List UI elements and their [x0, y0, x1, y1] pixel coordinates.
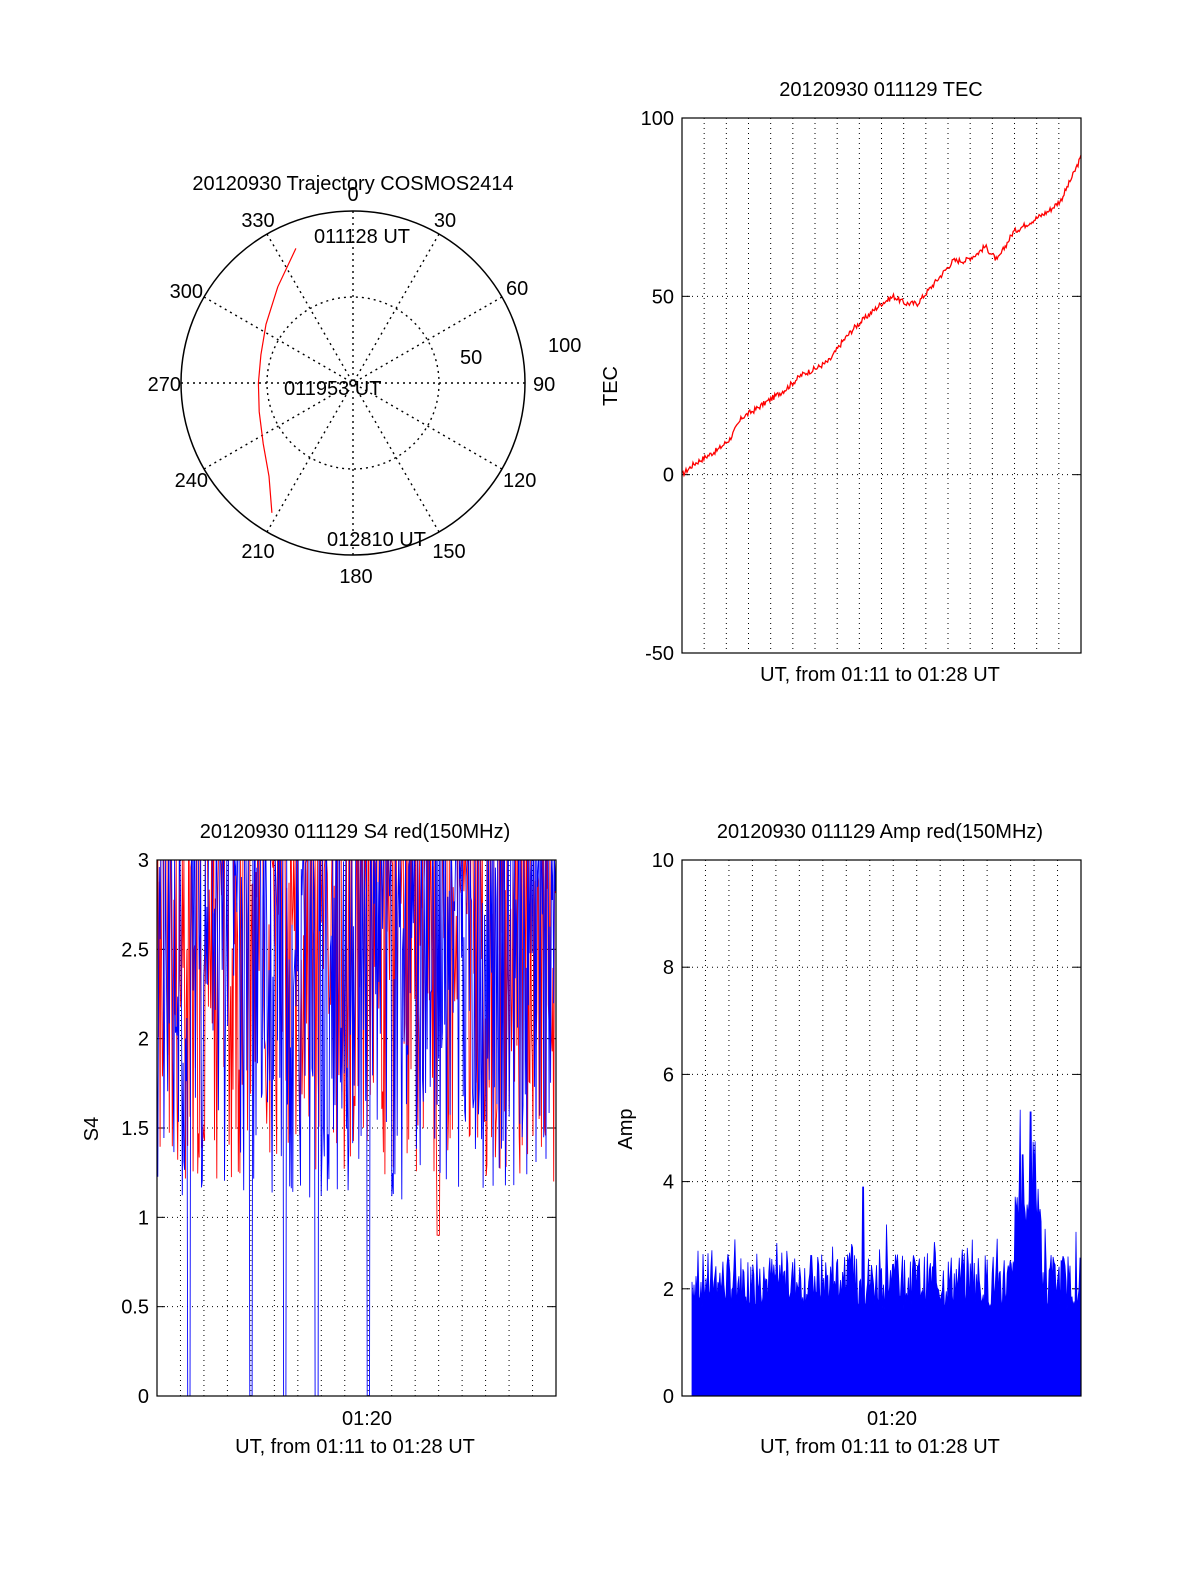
s4-xlabel: UT, from 01:11 to 01:28 UT	[235, 1436, 475, 1458]
trajectory-mid-label: 011953 UT	[284, 378, 381, 400]
polar-title: 20120930 Trajectory COSMOS2414	[192, 173, 513, 195]
polar-azimuth-label-150: 150	[432, 541, 465, 563]
s4-ytick-label: 1	[138, 1207, 149, 1229]
tec-y-tick-labels: -50 0 50 100	[641, 108, 674, 665]
amp-ytick-label: 2	[663, 1279, 674, 1301]
polar-azimuth-label-240: 240	[175, 470, 208, 492]
polar-grid	[180, 210, 526, 556]
amp-ytick-label: 4	[663, 1172, 674, 1194]
tec-ylabel: TEC	[600, 366, 622, 406]
tec-title: 20120930 011129 TEC	[779, 79, 983, 101]
amp-series-area	[691, 1109, 1082, 1397]
tec-ytick-label: 100	[641, 108, 674, 130]
amp-ytick-label: 6	[663, 1064, 674, 1086]
polar-azimuth-label-180: 180	[339, 566, 372, 588]
amp-ytick-label: 0	[663, 1386, 674, 1408]
amp-y-tick-labels: 0 2 4 6 8 10	[652, 850, 674, 1408]
s4-ytick-label: 2	[138, 1029, 149, 1051]
polar-trajectory-panel: 20120930 Trajectory COSMOS2414 0 30 60 90 12…	[148, 173, 582, 588]
trajectory-line	[257, 248, 297, 513]
s4-ylabel: S4	[81, 1117, 103, 1141]
s4-series	[156, 859, 557, 1397]
amp-xtick-label: 01:20	[867, 1408, 917, 1430]
tec-xlabel: UT, from 01:11 to 01:28 UT	[760, 664, 1000, 686]
polar-radius-label-100: 100	[548, 335, 581, 357]
trajectory-start-label: 011128 UT	[314, 226, 410, 248]
amp-panel: 20120930 011129 Amp red(150MHz) 0246810 …	[615, 821, 1082, 1458]
tec-ytick-label: 50	[652, 286, 674, 308]
polar-azimuth-label-30: 30	[434, 210, 456, 232]
tec-grid	[682, 117, 1081, 654]
polar-azimuth-label-300: 300	[170, 281, 203, 303]
polar-azimuth-label-270: 270	[148, 374, 181, 396]
s4-ytick-label: 2.5	[121, 939, 149, 961]
s4-axes-frame	[156, 859, 557, 1397]
s4-ytick-label: 3	[138, 850, 149, 872]
s4-ytick-label: 0.5	[121, 1297, 149, 1319]
polar-azimuth-label-330: 330	[241, 210, 274, 232]
trajectory-end-label: 012810 UT	[327, 529, 426, 551]
s4-ytick-label: 1.5	[121, 1118, 149, 1140]
polar-azimuth-label-90: 90	[533, 374, 555, 396]
tec-series-line	[681, 154, 1082, 478]
polar-azimuth-labels: 0 30 60 90 120 150 180 210 240 270 300 330	[148, 184, 556, 588]
s4-ytick-label: 0	[138, 1386, 149, 1408]
tec-panel: 20120930 011129 TEC -50 0 50 100 TEC UT, fr…	[600, 79, 1082, 686]
tec-ytick-label: -50	[645, 643, 674, 665]
s4-y-tick-labels: 0 0.5 1 1.5 2 2.5 3	[121, 850, 149, 1408]
amp-axes-frame	[681, 859, 1082, 1397]
amp-xlabel: UT, from 01:11 to 01:28 UT	[760, 1436, 1000, 1458]
amp-ytick-label: 10	[652, 850, 674, 872]
amp-ylabel: Amp	[615, 1108, 637, 1149]
polar-azimuth-label-210: 210	[241, 541, 274, 563]
amp-title: 20120930 011129 Amp red(150MHz)	[717, 821, 1043, 843]
amp-ytick-label: 8	[663, 957, 674, 979]
s4-xtick-label: 01:20	[342, 1408, 392, 1430]
tec-ytick-label: 0	[663, 465, 674, 487]
polar-azimuth-label-60: 60	[506, 278, 528, 300]
s4-title: 20120930 011129 S4 red(150MHz)	[200, 821, 511, 843]
tec-axes-frame	[681, 117, 1082, 654]
s4-panel: 20120930 011129 S4 red(150MHz) 0 0.5 1 1.5 2…	[81, 821, 557, 1458]
polar-azimuth-label-0: 0	[347, 184, 358, 206]
amp-series	[691, 1109, 1082, 1397]
polar-azimuth-label-120: 120	[503, 470, 536, 492]
polar-radius-label-50: 50	[460, 347, 482, 369]
